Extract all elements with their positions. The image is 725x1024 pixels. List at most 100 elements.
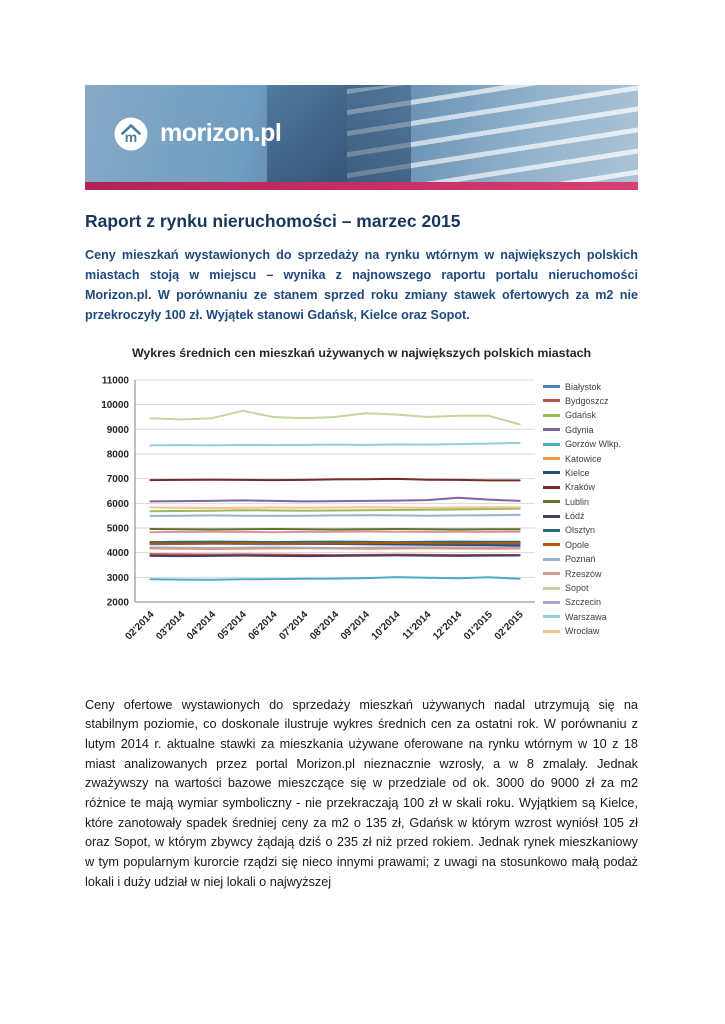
legend-label: Łódź	[565, 511, 585, 522]
banner-accent-bar	[85, 182, 638, 190]
morizon-logo: m morizon.pl	[111, 114, 282, 154]
svg-text:11000: 11000	[102, 375, 130, 386]
legend-label: Gorzów Wlkp.	[565, 439, 622, 450]
svg-text:04'2014: 04'2014	[185, 609, 218, 642]
legend-label: Rzeszów	[565, 568, 602, 579]
legend-swatch	[543, 528, 560, 532]
series-line-sopot	[149, 409, 521, 425]
svg-text:m: m	[125, 129, 137, 145]
legend-item-poznań: Poznań	[543, 554, 638, 564]
legend-swatch	[543, 600, 560, 604]
svg-text:5000: 5000	[107, 523, 130, 534]
legend-label: Warszawa	[565, 611, 607, 622]
svg-text:4000: 4000	[107, 548, 130, 559]
legend-item-lublin: Lublin	[543, 497, 638, 507]
svg-text:01'2015: 01'2015	[462, 609, 495, 642]
legend-item-gdańsk: Gdańsk	[543, 410, 638, 420]
chart-plot-area: 2000 3000 4000 5000 6000 7000 8000 9000 10000 110…	[101, 375, 535, 642]
series-line-olsztyn	[149, 540, 521, 543]
legend-label: Katowice	[565, 453, 602, 464]
legend-label: Kielce	[565, 467, 590, 478]
legend-swatch	[543, 413, 560, 417]
legend-item-łódź: Łódź	[543, 511, 638, 521]
legend-item-warszawa: Warszawa	[543, 612, 638, 622]
legend-label: Olsztyn	[565, 525, 596, 536]
legend-label: Lublin	[565, 496, 590, 507]
legend-item-kielce: Kielce	[543, 468, 638, 478]
legend-swatch	[543, 457, 560, 461]
svg-text:10'2014: 10'2014	[370, 609, 403, 642]
legend-swatch	[543, 385, 560, 389]
intro-paragraph: Ceny mieszkań wystawionych do sprzedaży …	[85, 248, 638, 323]
legend-swatch	[543, 500, 560, 504]
svg-text:12'2014: 12'2014	[431, 609, 464, 642]
legend-swatch	[543, 442, 560, 446]
series-line-rzeszów	[149, 530, 521, 533]
svg-text:2000: 2000	[107, 597, 130, 608]
series-line-łódź	[149, 553, 521, 557]
legend-item-opole: Opole	[543, 540, 638, 550]
series-line-szczecin	[149, 545, 521, 549]
legend-swatch	[543, 399, 560, 403]
price-chart: 2000 3000 4000 5000 6000 7000 8000 9000 10000 110…	[85, 370, 638, 672]
series-line-gorzów-wlkp-	[149, 575, 521, 581]
chart-title: Wykres średnich cen mieszkań używanych w…	[131, 345, 592, 360]
svg-text:7000: 7000	[107, 474, 130, 485]
legend-label: Szczecin	[565, 597, 602, 608]
series-line-poznań	[149, 513, 521, 517]
legend-label: Sopot	[565, 583, 589, 594]
series-line-lublin	[149, 527, 521, 531]
morizon-house-icon: m	[114, 117, 148, 150]
header-banner: m morizon.pl	[85, 85, 638, 190]
svg-text:11'2014: 11'2014	[401, 609, 434, 642]
logo-text: morizon.pl	[160, 119, 282, 147]
series-line-wrocław	[149, 505, 521, 509]
legend-swatch	[543, 586, 560, 590]
legend-swatch	[543, 485, 560, 489]
svg-text:9000: 9000	[107, 424, 130, 435]
series-line-kraków	[149, 477, 521, 481]
legend-item-sopot: Sopot	[543, 583, 638, 593]
legend-swatch	[543, 615, 560, 619]
legend-item-gdynia: Gdynia	[543, 425, 638, 435]
svg-text:09'2014: 09'2014	[339, 609, 372, 642]
legend-swatch	[543, 543, 560, 547]
svg-text:03'2014: 03'2014	[154, 609, 187, 642]
svg-text:02'2014: 02'2014	[123, 609, 156, 642]
legend-label: Gdynia	[565, 424, 594, 435]
legend-item-rzeszów: Rzeszów	[543, 569, 638, 579]
svg-text:6000: 6000	[107, 498, 130, 509]
legend-item-gorzów-wlkp-: Gorzów Wlkp.	[543, 439, 638, 449]
legend-label: Bydgoszcz	[565, 395, 609, 406]
legend-item-bydgoszcz: Bydgoszcz	[543, 396, 638, 406]
legend-item-olsztyn: Olsztyn	[543, 525, 638, 535]
legend-swatch	[543, 629, 560, 633]
svg-text:07'2014: 07'2014	[277, 609, 310, 642]
svg-text:06'2014: 06'2014	[247, 609, 280, 642]
svg-text:10000: 10000	[101, 400, 129, 411]
series-line-gdańsk	[149, 507, 521, 512]
legend-swatch	[543, 471, 560, 475]
legend-label: Gdańsk	[565, 410, 597, 421]
svg-text:8000: 8000	[107, 449, 130, 460]
legend-label: Opole	[565, 539, 590, 550]
legend-swatch	[543, 557, 560, 561]
legend-label: Wrocław	[565, 626, 600, 637]
legend-swatch	[543, 514, 560, 518]
legend-item-wrocław: Wrocław	[543, 626, 638, 636]
chart-legend: Białystok Bydgoszcz Gdańsk Gdynia Gorzów Wlk…	[543, 370, 638, 672]
legend-swatch	[543, 572, 560, 576]
legend-item-szczecin: Szczecin	[543, 597, 638, 607]
legend-label: Poznań	[565, 554, 596, 565]
legend-label: Białystok	[565, 381, 602, 392]
series-line-warszawa	[149, 441, 521, 446]
legend-item-kraków: Kraków	[543, 482, 638, 492]
body-paragraph: Ceny ofertowe wystawionych do sprzedaży …	[85, 697, 638, 889]
series-line-opole	[149, 541, 521, 545]
svg-text:05'2014: 05'2014	[216, 609, 249, 642]
legend-item-katowice: Katowice	[543, 454, 638, 464]
svg-text:08'2014: 08'2014	[308, 609, 341, 642]
svg-text:02'2015: 02'2015	[493, 609, 526, 642]
page-title: Raport z rynku nieruchomości – marzec 20…	[85, 211, 461, 231]
